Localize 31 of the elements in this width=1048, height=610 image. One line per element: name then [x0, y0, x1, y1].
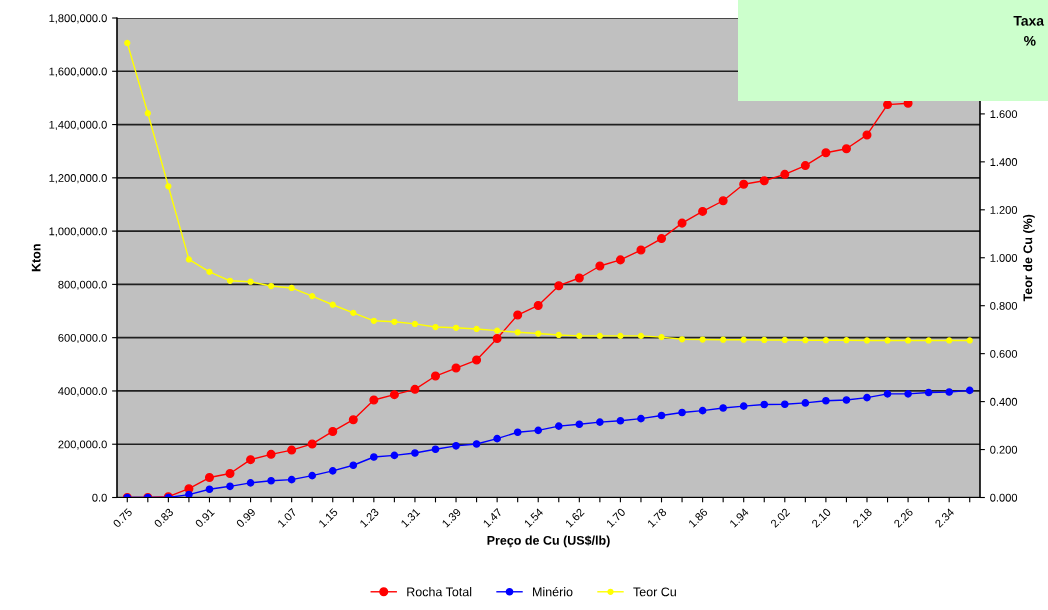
y-tick-label: 200,000.0: [58, 440, 107, 450]
y2-tick-label: 0.800: [990, 301, 1018, 310]
y-tick-label: 1,800,000.0: [49, 14, 107, 24]
y-tick-label: 1,600,000.0: [49, 67, 107, 77]
y2-tick-label: 0.400: [990, 397, 1018, 406]
y2-tick-label: 0.600: [990, 349, 1018, 358]
x-tick-label: 0.99: [235, 507, 256, 528]
x-tick-label: 1.39: [441, 507, 462, 528]
y2-tick-label: 1.200: [990, 206, 1018, 214]
y2-axis-title: Teor de Cu (%): [1023, 214, 1035, 302]
y-axis-title: Kton: [31, 244, 41, 272]
legend-label: Rocha Total: [407, 587, 472, 597]
x-tick-label: 0.91: [194, 507, 215, 528]
y2-tick-label: 1.000: [990, 254, 1018, 262]
y-tick-label: 600,000.0: [58, 333, 107, 344]
y-tick-label: 800,000.0: [58, 280, 107, 290]
y-tick-label: 1,000,000.0: [49, 227, 107, 237]
text: Taxa: [1013, 16, 1045, 26]
text: %: [1023, 35, 1036, 46]
legend-label: Minério: [533, 586, 573, 597]
y2-tick-label: 0.000: [990, 493, 1018, 502]
y-tick-label: 1,400,000.0: [49, 120, 107, 130]
y-tick-label: 1,200,000.0: [49, 174, 107, 184]
y2-tick-label: 0.200: [990, 445, 1018, 454]
x-tick-label: 0.83: [153, 507, 174, 528]
x-axis-title: Preço de Cu (US$/lb): [487, 535, 610, 548]
y2-tick-label: 1.600: [990, 110, 1018, 119]
y-tick-label: 0.0: [92, 493, 107, 502]
y-tick-label: 400,000.0: [58, 387, 107, 397]
legend-label: Teor Cu: [633, 587, 676, 597]
y2-tick-label: 1.400: [990, 158, 1018, 166]
